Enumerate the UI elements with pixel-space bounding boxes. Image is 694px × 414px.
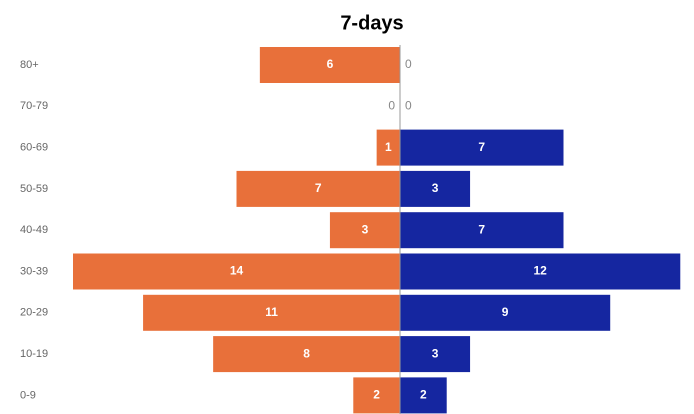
bar [400, 336, 471, 373]
data-label: 8 [303, 346, 310, 360]
bar [376, 129, 400, 166]
y-tick-label: 30-39 [20, 265, 48, 277]
data-label: 6 [327, 57, 334, 71]
bar [353, 377, 400, 414]
data-label: 7 [478, 222, 485, 236]
data-label: 2 [420, 388, 427, 402]
data-label: 0 [405, 98, 412, 112]
bar [400, 212, 564, 249]
data-label: 11 [265, 305, 278, 319]
bar [400, 129, 564, 166]
y-tick-label: 80+ [20, 59, 39, 71]
y-tick-label: 70-79 [20, 100, 48, 112]
data-label: 3 [432, 181, 439, 195]
y-tick-label: 0-9 [20, 389, 36, 401]
data-label: 3 [432, 346, 439, 360]
data-label: 9 [502, 305, 509, 319]
data-label: 0 [405, 57, 412, 71]
data-label: 12 [533, 264, 547, 278]
data-label: 1 [385, 140, 392, 154]
bar [400, 170, 471, 207]
bar [73, 253, 400, 290]
data-label: 7 [478, 140, 485, 154]
chart-title: 7-days [340, 12, 403, 34]
data-label: 3 [362, 222, 369, 236]
bar [400, 377, 447, 414]
bar [143, 294, 401, 331]
bar [236, 170, 400, 207]
data-label: 14 [230, 264, 244, 278]
bar [400, 294, 611, 331]
data-label: 2 [373, 388, 380, 402]
y-tick-label: 40-49 [20, 224, 48, 236]
y-tick-label: 10-19 [20, 348, 48, 360]
y-tick-label: 20-29 [20, 307, 48, 319]
data-label: 0 [388, 98, 395, 112]
bar [213, 336, 400, 373]
bar [329, 212, 400, 249]
bar [400, 253, 681, 290]
bar [259, 47, 400, 83]
data-label: 7 [315, 181, 322, 195]
y-tick-label: 50-59 [20, 183, 48, 195]
y-tick-label: 60-69 [20, 142, 48, 154]
